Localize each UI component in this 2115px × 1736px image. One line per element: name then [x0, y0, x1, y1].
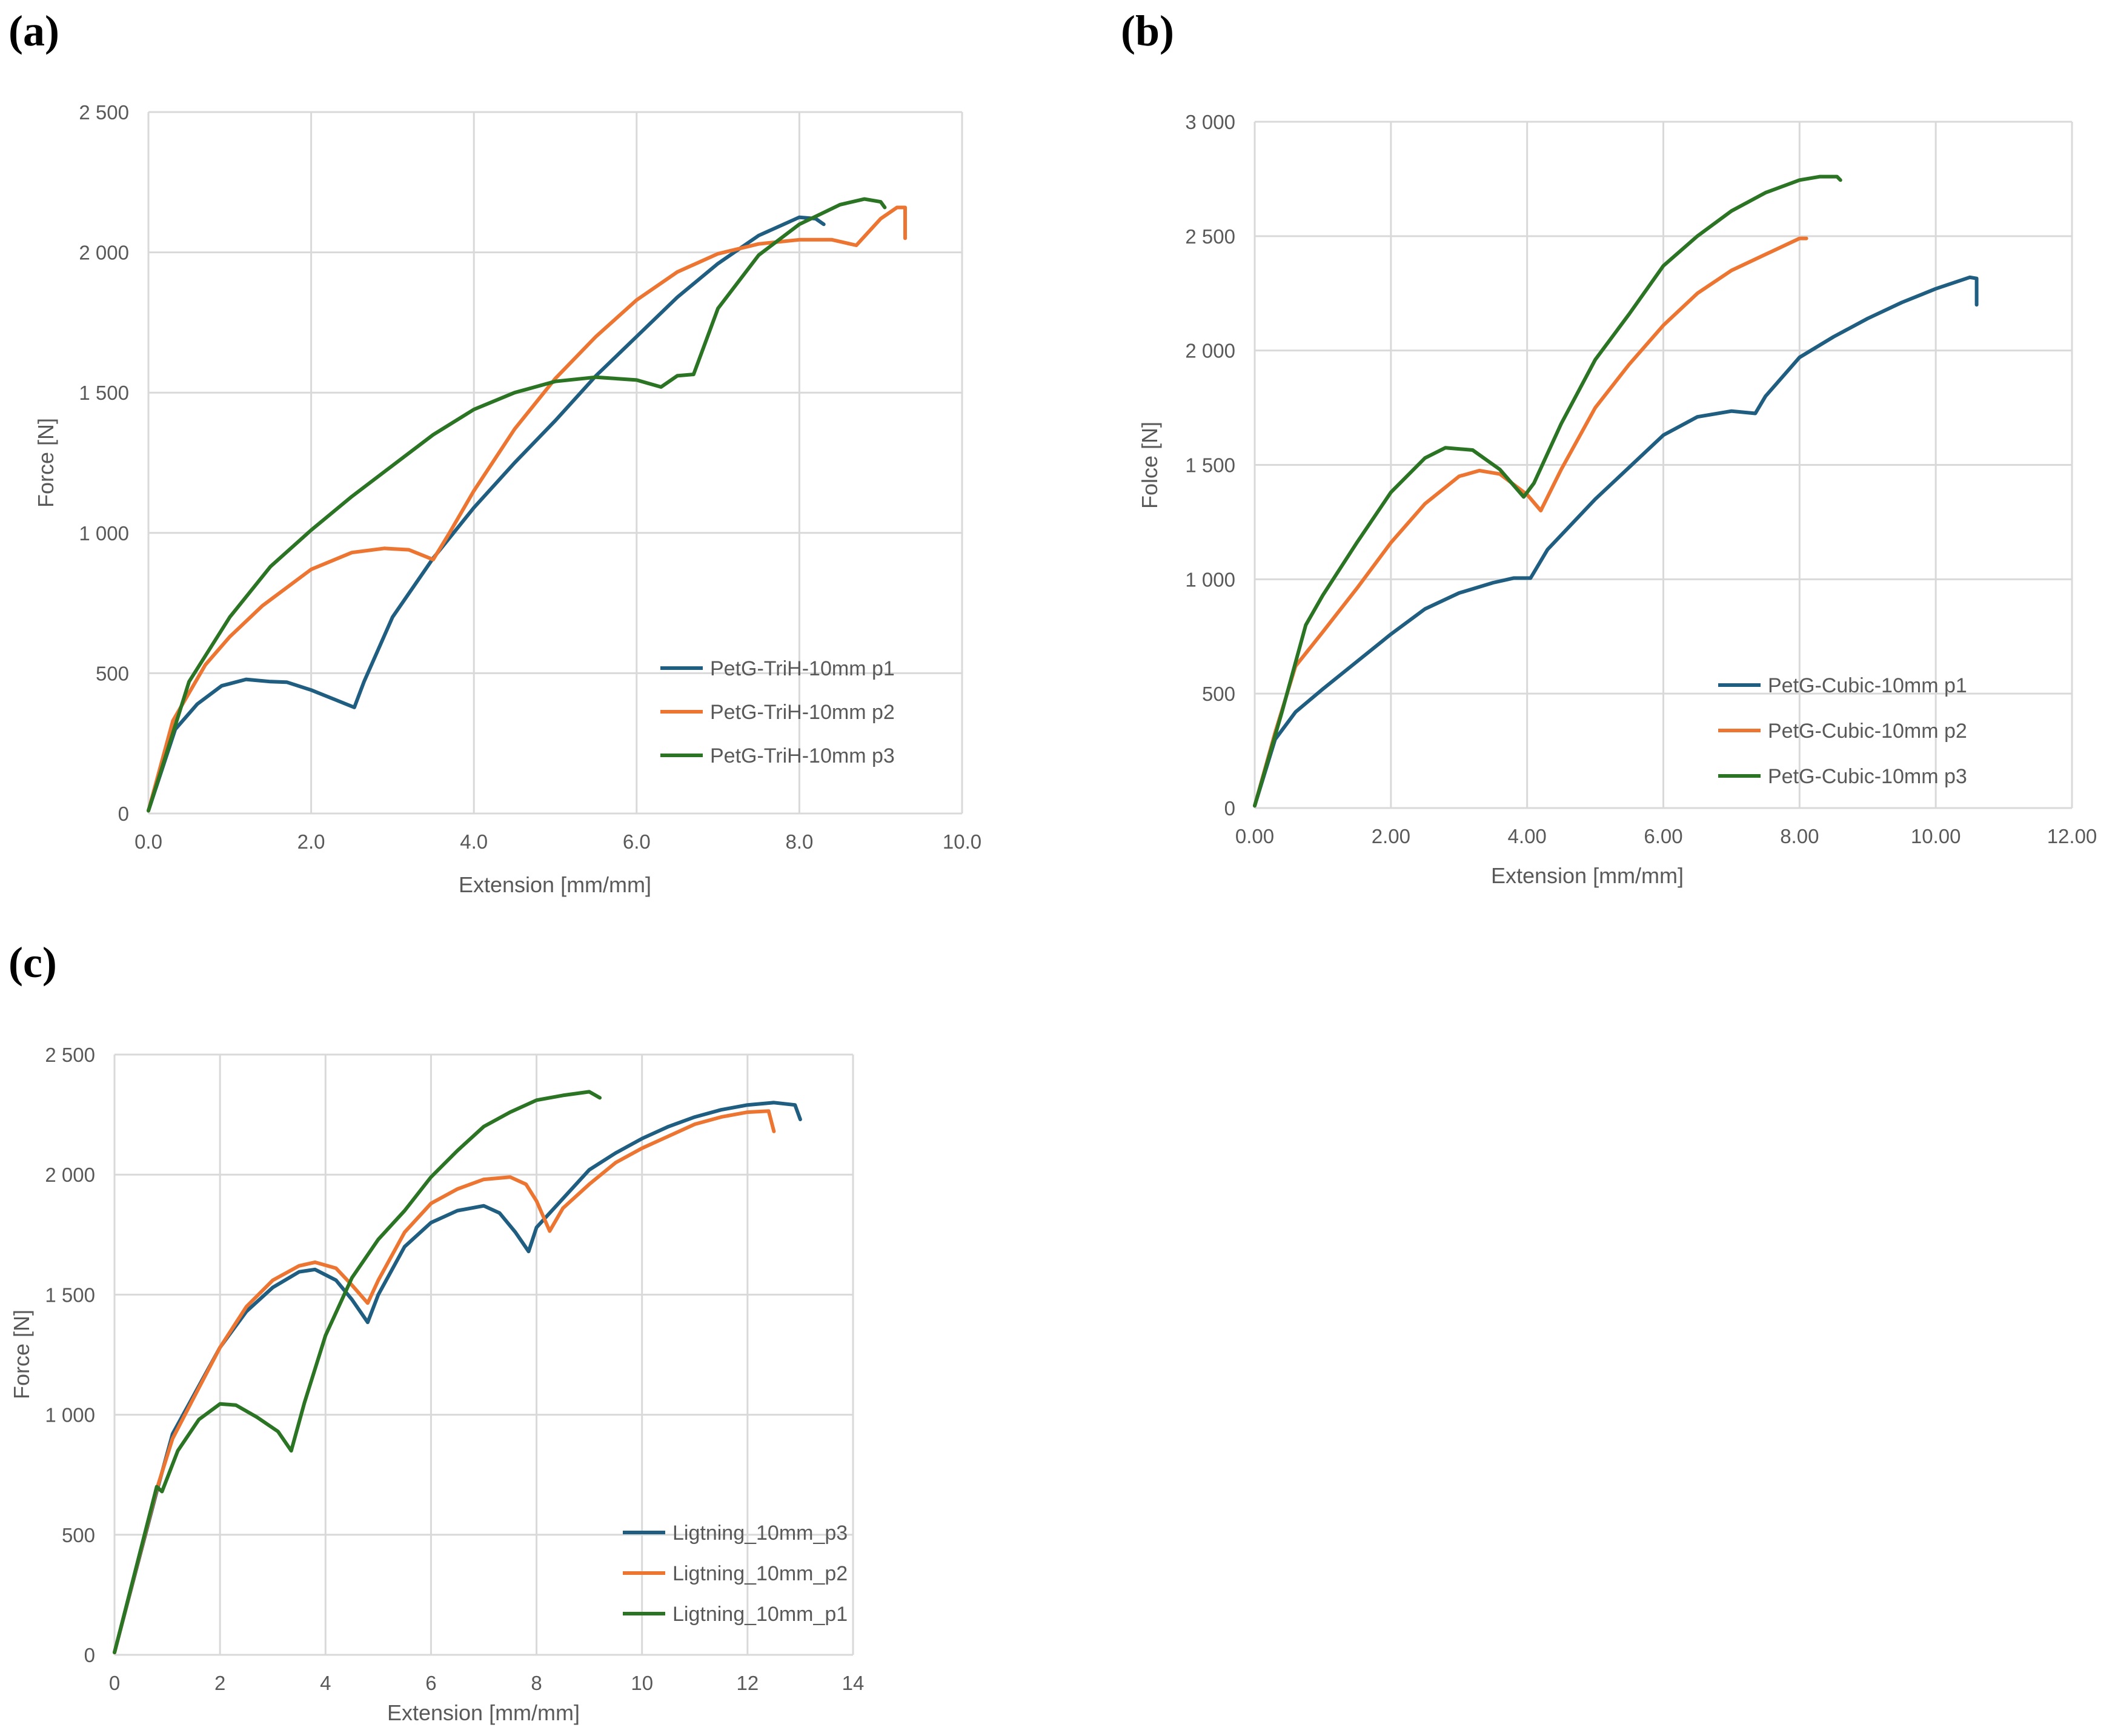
series-line-petg-trih-10mm-p3 — [147, 197, 887, 813]
y-axis-title: Force [N] — [9, 1310, 34, 1399]
y-tick-label: 500 — [62, 1524, 95, 1546]
x-tick-label: 14 — [842, 1672, 865, 1694]
x-tick-label: 0.0 — [134, 830, 162, 853]
chart-b: 0.00 2.00 4.00 6.00 8.00 10.00 12.00 0 500 1 000 1… — [1137, 111, 2097, 888]
y-tick-label: 1 500 — [45, 1284, 95, 1306]
x-tick-label: 8.0 — [785, 830, 813, 853]
panel-label-a: (a) — [8, 7, 59, 55]
y-tick-label: 500 — [96, 662, 129, 684]
x-tick-label: 6.00 — [1644, 825, 1682, 847]
x-tick-label: 12.00 — [2047, 825, 2097, 847]
x-tick-label: 4 — [320, 1672, 331, 1694]
x-tick-label: 6.0 — [623, 830, 651, 853]
legend-label: PetG-TriH-10mm p1 — [710, 657, 895, 680]
y-axis-title: Folce [N] — [1137, 422, 1162, 509]
panel-label-b: (b) — [1121, 7, 1174, 55]
series-line-petg-cubic-10mm-p2 — [1253, 236, 1808, 808]
y-tick-label: 1 000 — [1185, 568, 1235, 591]
x-tick-label: 6 — [425, 1672, 436, 1694]
y-tick-label: 1 000 — [45, 1404, 95, 1426]
x-tick-label: 4.0 — [460, 830, 488, 853]
chart-a: 0.0 2.0 4.0 6.0 8.0 10.0 0 500 1 000 1 500 2 000 2 … — [33, 101, 981, 897]
legend-label: PetG-Cubic-10mm p2 — [1768, 720, 1967, 743]
y-tick-label: 2 000 — [1185, 340, 1235, 362]
x-tick-label: 0.00 — [1235, 825, 1274, 847]
chart-c: 0 2 4 6 8 10 12 14 0 500 1 000 1 500 2 000 2 500 Exten… — [9, 1044, 864, 1725]
series-line-petg-cubic-10mm-p1 — [1253, 275, 1979, 808]
x-axis-title: Extension [mm/mm] — [387, 1700, 580, 1725]
legend: PetG-Cubic-10mm p1 PetG-Cubic-10mm p2 PetG… — [1718, 674, 1967, 788]
legend-label: Ligtning_10mm_p3 — [672, 1522, 848, 1545]
y-tick-label: 1 500 — [1185, 454, 1235, 477]
x-tick-label: 2 — [214, 1672, 225, 1694]
x-tick-label: 4.00 — [1508, 825, 1547, 847]
legend-label: PetG-Cubic-10mm p3 — [1768, 765, 1967, 788]
legend-label: Ligtning_10mm_p2 — [672, 1562, 848, 1585]
x-tick-label: 0 — [109, 1672, 120, 1694]
series-line-ligtning-10mm-p1 — [113, 1090, 602, 1654]
legend-label: PetG-TriH-10mm p2 — [710, 701, 895, 724]
x-axis-title: Extension [mm/mm] — [1491, 863, 1684, 888]
series-line-ligtning-10mm-p2 — [113, 1109, 776, 1654]
y-tick-label: 2 000 — [79, 242, 129, 264]
legend-label: PetG-TriH-10mm p3 — [710, 744, 895, 767]
y-tick-label: 2 000 — [45, 1164, 95, 1186]
legend: PetG-TriH-10mm p1 PetG-TriH-10mm p2 PetG-T… — [660, 657, 895, 767]
legend: Ligtning_10mm_p3 Ligtning_10mm_p2 Ligtning… — [623, 1522, 848, 1626]
x-tick-label: 10 — [631, 1672, 653, 1694]
y-tick-label: 2 500 — [79, 101, 129, 124]
x-tick-label: 8 — [531, 1672, 542, 1694]
x-tick-label: 8.00 — [1780, 825, 1819, 847]
series-line-petg-trih-10mm-p2 — [147, 205, 907, 813]
y-tick-label: 0 — [84, 1644, 95, 1666]
panel-label-c: (c) — [8, 938, 57, 987]
y-tick-label: 2 500 — [1185, 225, 1235, 248]
series-line-petg-cubic-10mm-p3 — [1253, 174, 1842, 808]
y-tick-label: 0 — [1224, 797, 1235, 820]
legend-label: PetG-Cubic-10mm p1 — [1768, 674, 1967, 697]
x-tick-label: 10.00 — [1911, 825, 1961, 847]
y-tick-label: 1 500 — [79, 382, 129, 404]
y-axis-title: Force [N] — [33, 418, 58, 508]
x-axis-title: Extension [mm/mm] — [459, 872, 651, 897]
legend-label: Ligtning_10mm_p1 — [672, 1603, 848, 1626]
y-tick-label: 2 500 — [45, 1044, 95, 1066]
y-tick-label: 1 000 — [79, 522, 129, 545]
x-tick-label: 10.0 — [943, 830, 981, 853]
y-tick-label: 3 000 — [1185, 111, 1235, 133]
series-line-petg-trih-10mm-p1 — [147, 215, 826, 813]
y-tick-label: 500 — [1202, 683, 1235, 705]
y-tick-label: 0 — [118, 803, 129, 825]
x-tick-label: 2.0 — [297, 830, 325, 853]
x-tick-label: 2.00 — [1372, 825, 1410, 847]
series-line-ligtning-10mm-p3 — [113, 1101, 802, 1654]
x-tick-label: 12 — [736, 1672, 759, 1694]
